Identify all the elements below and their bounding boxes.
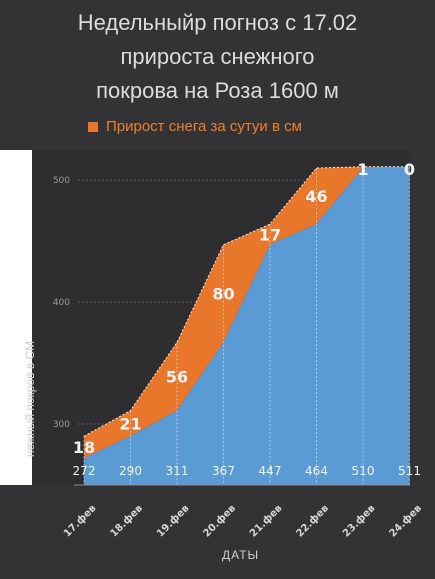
y-tick-label: 400 bbox=[53, 298, 70, 308]
base-value-label: 510 bbox=[352, 464, 375, 478]
x-tick-label: 21.фев bbox=[247, 502, 284, 539]
x-tick-label: 24.фев bbox=[387, 502, 424, 539]
chart-legend: Прирост снега за сутуи в см bbox=[88, 118, 302, 135]
legend-swatch bbox=[88, 121, 98, 132]
chart-title-line-3: покрова на Роза 1600 м bbox=[96, 78, 339, 103]
x-tick-label: 22.фев bbox=[294, 502, 331, 539]
increment-label: 18 bbox=[73, 438, 95, 457]
base-value-label: 272 bbox=[73, 464, 96, 478]
series-orange-area bbox=[84, 166, 410, 459]
x-tick-label: 23.фев bbox=[340, 502, 377, 539]
y-axis-label: нежный покров в СМ bbox=[23, 340, 37, 458]
y-tick-label: 300 bbox=[53, 420, 70, 430]
y-tick-label: 500 bbox=[53, 176, 70, 186]
increment-label: 56 bbox=[166, 367, 188, 386]
increment-label: 1 bbox=[357, 160, 368, 179]
chart-title-line-1: Недельныйр погноз с 17.02 bbox=[77, 10, 358, 35]
plot-left-background bbox=[0, 150, 32, 485]
base-value-label: 511 bbox=[398, 464, 421, 478]
series-top-outline bbox=[83, 166, 410, 437]
x-tick-label: 19.фев bbox=[154, 502, 191, 539]
series-blue-area bbox=[84, 166, 410, 485]
increment-label: 80 bbox=[212, 285, 234, 304]
increment-label: 21 bbox=[119, 414, 141, 433]
base-value-label: 464 bbox=[305, 464, 328, 478]
legend-label: Прирост снега за сутуи в см bbox=[106, 118, 302, 135]
x-tick-label: 17.фев bbox=[61, 502, 98, 539]
base-value-label: 290 bbox=[119, 464, 142, 478]
x-tick-label: 20.фев bbox=[201, 502, 238, 539]
x-tick-label: 18.фев bbox=[108, 502, 145, 539]
chart-title: Недельныйр погноз с 17.02 прироста снежн… bbox=[0, 6, 435, 108]
increment-label: 0 bbox=[404, 160, 415, 179]
base-value-label: 367 bbox=[212, 464, 235, 478]
increment-label: 46 bbox=[305, 187, 327, 206]
base-value-label: 311 bbox=[166, 464, 189, 478]
base-value-label: 447 bbox=[259, 464, 282, 478]
chart-title-line-2: прироста снежного bbox=[120, 44, 315, 69]
x-axis-label: ДАТЫ bbox=[222, 548, 260, 562]
increment-label: 17 bbox=[259, 225, 281, 244]
